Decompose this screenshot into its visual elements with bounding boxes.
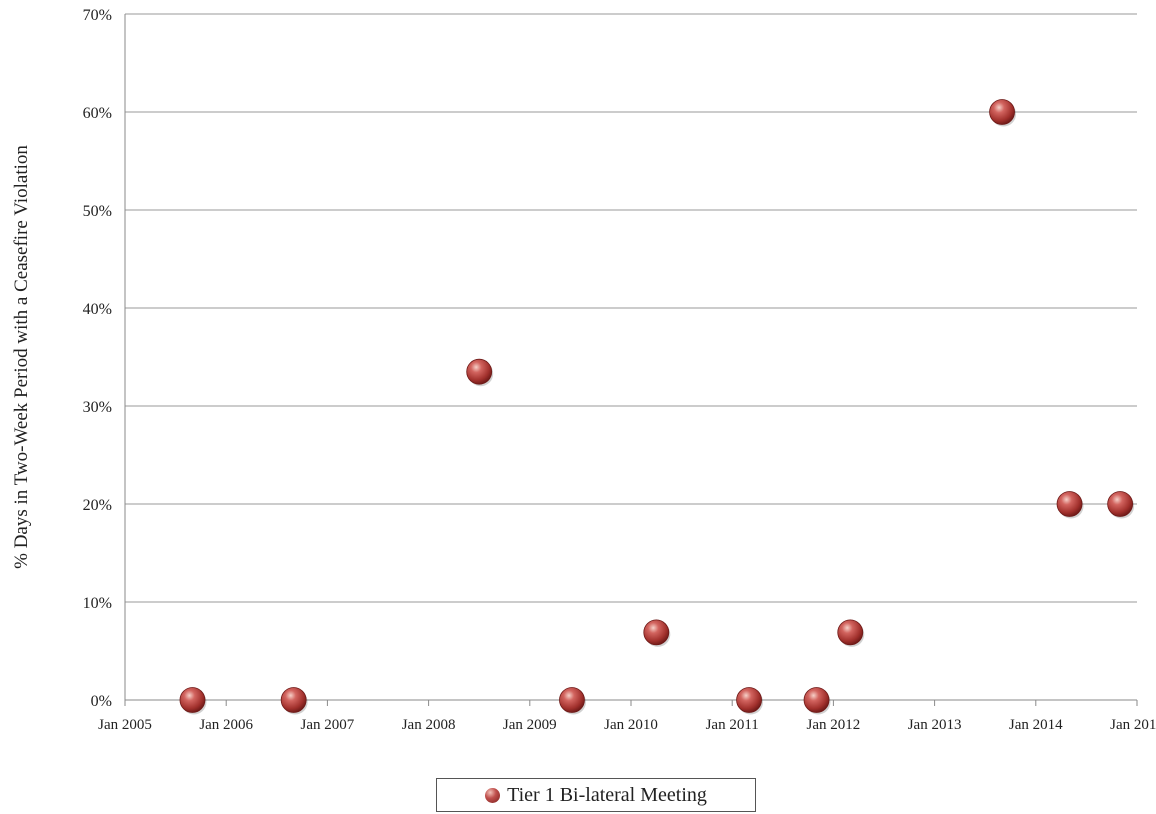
data-point (1107, 491, 1134, 517)
x-tick-label: Jan 2006 (199, 717, 253, 733)
data-point (179, 687, 206, 713)
x-tick-label: Jan 2012 (807, 717, 861, 733)
x-tick-label: Jan 2013 (908, 717, 962, 733)
x-tick-label: Jan 2014 (1009, 717, 1063, 733)
y-tick-label: 70% (83, 7, 112, 24)
y-tick-label: 20% (83, 497, 112, 514)
y-tick-label: 30% (83, 399, 112, 416)
data-point (559, 687, 585, 713)
data-point (280, 687, 307, 713)
x-tick-label: Jan 2010 (604, 717, 658, 733)
x-tick-labels: Jan 2005 Jan 2006 Jan 2007 Jan 2008 Jan 2009… (98, 717, 1156, 733)
data-point (466, 358, 493, 385)
gridlines (125, 13, 1137, 603)
y-tick-label: 0% (91, 693, 112, 710)
data-point (803, 687, 830, 713)
y-axis-label: % Days in Two-Week Period with a Ceasefi… (11, 145, 32, 569)
data-point (643, 619, 670, 646)
y-tick-label: 10% (83, 595, 112, 612)
y-tick-label: 40% (83, 301, 112, 318)
legend: Tier 1 Bi-lateral Meeting (436, 778, 756, 812)
x-tick-label: Jan 2008 (402, 717, 456, 733)
legend-marker-icon (485, 787, 501, 803)
legend-label: Tier 1 Bi-lateral Meeting (507, 783, 707, 806)
data-point (837, 619, 864, 646)
data-point (736, 687, 762, 713)
x-tick-label: Jan 2005 (98, 717, 152, 733)
y-tick-label: 50% (83, 203, 112, 220)
y-tick-labels: 0% 10% 20% 30% 40% 50% 60% 70% (83, 7, 112, 710)
data-point (989, 99, 1015, 125)
data-points (179, 99, 1135, 715)
x-tick-label: Jan 2011 (706, 717, 759, 733)
x-tick-label: Jan 2009 (503, 717, 557, 733)
x-tick-label: Jan 2007 (301, 717, 355, 733)
y-tick-label: 60% (83, 105, 112, 122)
x-tick-label: Jan 2015 (1110, 717, 1156, 733)
data-point (1056, 491, 1083, 517)
